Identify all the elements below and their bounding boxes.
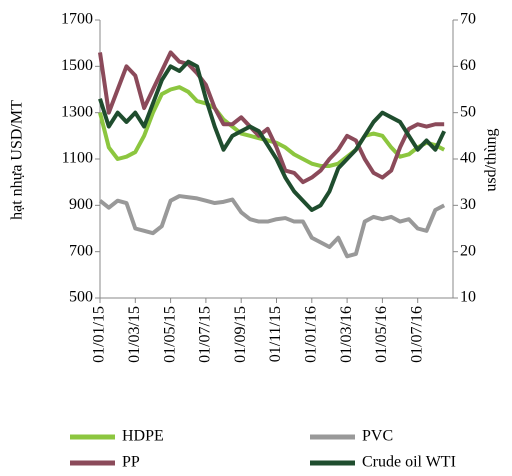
x-tick-label: 01/09/15 xyxy=(232,306,249,363)
legend-label: HDPE xyxy=(122,428,164,445)
legend-label: PP xyxy=(122,454,140,471)
y-tick-label: 500 xyxy=(69,289,93,306)
x-tick-label: 01/03/16 xyxy=(338,306,355,363)
y-tick-label: 1700 xyxy=(61,11,93,28)
y2-tick-label: 60 xyxy=(460,57,476,74)
line-series xyxy=(98,50,445,185)
x-tick-label: 01/01/16 xyxy=(302,306,319,363)
y-axis-label: hạt nhựa USD/MT xyxy=(9,100,26,220)
y2-tick-label: 10 xyxy=(460,289,476,306)
y2-tick-label: 70 xyxy=(460,11,476,28)
y-tick-label: 1300 xyxy=(61,103,93,120)
x-tick-label: 01/05/16 xyxy=(373,306,390,363)
x-tick-label: 01/05/15 xyxy=(161,306,178,363)
line-series xyxy=(98,194,446,259)
line-series xyxy=(98,59,446,212)
y2-axis-label: usd/thùng xyxy=(483,128,500,191)
x-tick-label: 01/03/15 xyxy=(126,306,143,363)
x-tick-label: 01/11/15 xyxy=(267,306,284,362)
legend-label: Crude oil WTI xyxy=(362,454,456,471)
y2-tick-label: 30 xyxy=(460,196,476,213)
legend-label: PVC xyxy=(362,428,393,445)
x-tick-label: 01/01/15 xyxy=(91,306,108,363)
x-tick-label: 01/07/16 xyxy=(408,306,425,363)
y-tick-label: 900 xyxy=(69,196,93,213)
x-tick-label: 01/07/15 xyxy=(197,306,214,363)
y2-tick-label: 50 xyxy=(460,103,476,120)
y2-tick-label: 20 xyxy=(460,242,476,259)
y-tick-label: 1500 xyxy=(61,57,93,74)
y2-tick-label: 40 xyxy=(460,150,476,167)
y-tick-label: 1100 xyxy=(62,150,93,167)
y-tick-label: 700 xyxy=(69,242,93,259)
